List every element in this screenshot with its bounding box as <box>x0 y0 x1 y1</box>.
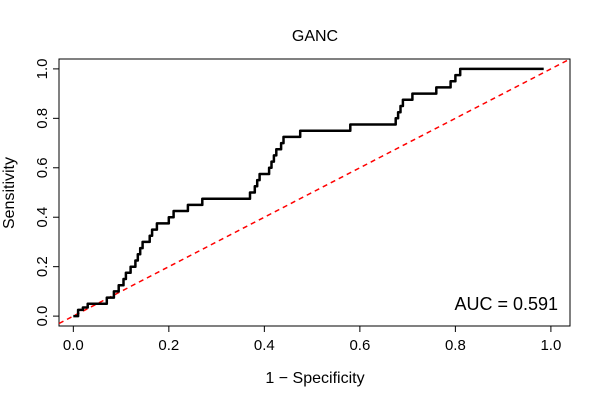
roc-curve <box>73 67 544 318</box>
y-tick-label: 0.4 <box>34 207 51 228</box>
x-tick-label: 0.8 <box>445 337 466 354</box>
y-tick-label: 0.8 <box>34 108 51 129</box>
y-tick-label: 0.0 <box>34 306 51 327</box>
y-tick-label: 0.2 <box>34 256 51 277</box>
chart-title: GANC <box>292 28 338 45</box>
x-tick-label: 0.2 <box>158 337 179 354</box>
x-tick-label: 1.0 <box>540 337 561 354</box>
axes: 0.0 0.2 0.4 0.6 0.8 1.0 0.0 0.2 0.4 0.6 0.8 1.0 <box>34 58 561 354</box>
x-axis-label: 1 − Specificity <box>265 370 364 387</box>
reference-diagonal-line <box>58 58 571 325</box>
y-tick-label: 0.6 <box>34 157 51 178</box>
x-tick-label: 0.4 <box>254 337 275 354</box>
y-tick-label: 1.0 <box>34 58 51 79</box>
x-tick-label: 0.6 <box>349 337 370 354</box>
x-tick-label: 0.0 <box>63 337 84 354</box>
y-axis-label: Sensitivity <box>1 157 18 229</box>
auc-annotation: AUC = 0.591 <box>454 294 558 314</box>
plot-area <box>58 58 571 325</box>
